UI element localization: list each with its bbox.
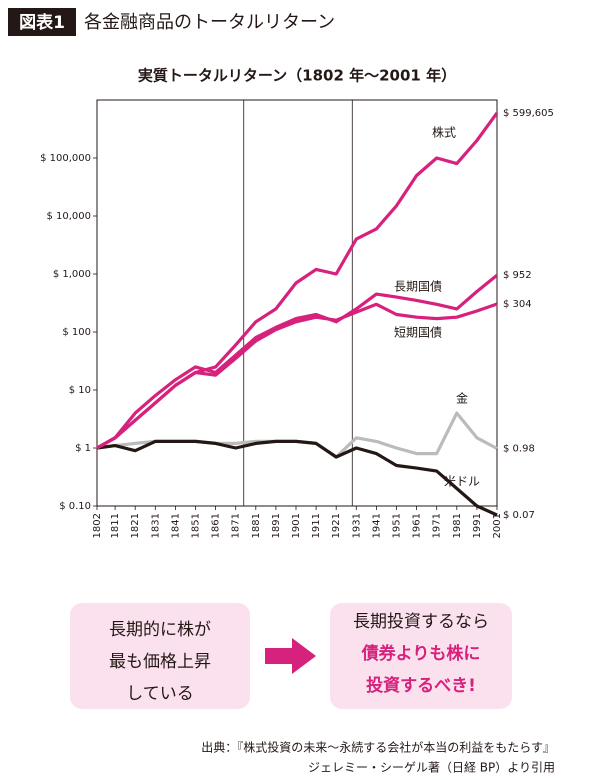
series-line xyxy=(96,411,498,459)
series-line xyxy=(96,439,498,517)
x-tick-label: 1901 xyxy=(291,513,302,538)
x-tick-label: 1802 xyxy=(92,513,103,538)
x-tick-label: 1831 xyxy=(150,513,161,538)
y-tick-label: $ 100,000 xyxy=(40,153,91,164)
note-text: 最も価格上昇 xyxy=(109,652,211,672)
x-tick-label: 1871 xyxy=(231,513,242,538)
x-tick-label: 1961 xyxy=(412,513,423,538)
y-tick-label: $ 10,000 xyxy=(46,211,91,222)
x-tick-label: 1811 xyxy=(110,513,121,538)
note-text: 長期的に株が xyxy=(109,620,211,640)
series-label: 長期国債 xyxy=(394,279,442,294)
header-title: 各金融商品のトータルリターン xyxy=(84,12,335,33)
x-tick-label: 1921 xyxy=(331,513,342,538)
x-tick-label: 2001 xyxy=(492,513,503,538)
series-label: 短期国債 xyxy=(394,325,442,340)
end-label: $ 0.98 xyxy=(503,444,535,455)
source: ジェレミー・シーゲル著（日経 BP）より引用 xyxy=(308,761,555,775)
end-label: $ 952 xyxy=(503,270,532,281)
y-tick-label: $ 1,000 xyxy=(53,269,91,280)
series-label: 金 xyxy=(456,391,468,406)
x-tick-label: 1971 xyxy=(432,513,443,538)
y-tick-label: $ 10 xyxy=(69,385,91,396)
series-label: 米ドル xyxy=(444,475,480,489)
x-tick-label: 1941 xyxy=(371,513,382,538)
x-tick-label: 1981 xyxy=(452,513,463,538)
end-label: $ 304 xyxy=(503,299,532,310)
y-tick-label: $ 0.10 xyxy=(59,501,91,512)
series-label: 株式 xyxy=(432,125,456,140)
note-box xyxy=(70,603,250,709)
plot-frame xyxy=(96,99,498,507)
note-text: している xyxy=(126,684,194,704)
note-text: 債券よりも株に xyxy=(361,643,481,664)
plot: $ 0.10 $ 1 $ 10 $ 100 $ 1,000 $ 10,000 $ 100,0… xyxy=(40,99,554,538)
series-line xyxy=(96,273,499,450)
series-line xyxy=(96,111,499,450)
note-text: 長期投資するなら xyxy=(353,612,489,632)
figure-label-box xyxy=(8,8,76,36)
x-tick-label: 1951 xyxy=(391,513,402,538)
arrow xyxy=(265,638,316,674)
y-tick-label: $ 1 xyxy=(75,443,91,454)
x-tick-label: 1841 xyxy=(170,513,181,538)
x-tick-label: 1851 xyxy=(190,513,201,538)
chart-title: 実質トータルリターン（1802 年〜2001 年） xyxy=(138,67,456,85)
x-tick-label: 1991 xyxy=(472,513,483,538)
x-tick-label: 1821 xyxy=(130,513,141,538)
end-label: $ 599,605 xyxy=(503,108,554,119)
note-text: 投資するべき! xyxy=(366,675,476,696)
source: 出典：『株式投資の未来〜永続する会社が本当の利益をもたらす』 xyxy=(201,740,555,755)
y-tick-label: $ 100 xyxy=(62,327,91,338)
end-label: $ 0.07 xyxy=(503,510,535,521)
x-tick-label: 1861 xyxy=(211,513,222,538)
x-tick-label: 1881 xyxy=(251,513,262,538)
x-tick-label: 1931 xyxy=(351,513,362,538)
figure-label: 図表1 xyxy=(19,12,65,33)
x-tick-label: 1911 xyxy=(311,513,322,538)
note-box xyxy=(330,603,512,709)
x-tick-label: 1891 xyxy=(271,513,282,538)
